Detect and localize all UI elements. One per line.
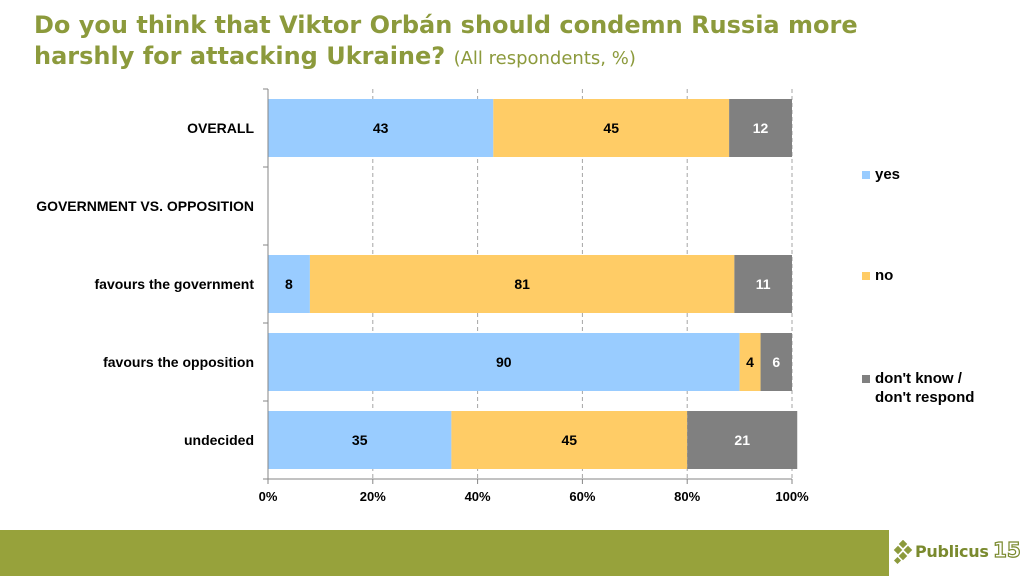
bar-segment xyxy=(493,99,730,157)
bar-segment xyxy=(268,333,740,391)
data-label: 12 xyxy=(753,120,769,136)
bar-segment xyxy=(739,333,761,391)
x-tick-label: 100% xyxy=(775,489,809,504)
legend-label-dont-know: don't know / don't respond xyxy=(875,370,975,406)
data-label: 8 xyxy=(285,276,293,292)
x-tick-label: 40% xyxy=(465,489,491,504)
publicus-logo-text: Publicus xyxy=(915,542,989,561)
category-label: favours the opposition xyxy=(103,354,254,370)
chart-subtitle: (All respondents, %) xyxy=(453,48,636,69)
publicus-logo: Publicus 15 xyxy=(893,536,1021,570)
legend-swatch-no xyxy=(862,272,870,280)
category-label: undecided xyxy=(184,432,254,448)
footer-band xyxy=(0,530,889,576)
data-label: 81 xyxy=(514,276,530,292)
publicus-diamond-icon xyxy=(893,540,913,565)
data-label: 11 xyxy=(756,276,771,292)
data-label: 6 xyxy=(772,354,780,370)
publicus-logo-number: 15 xyxy=(992,537,1021,562)
category-label: GOVERNMENT VS. OPPOSITION xyxy=(36,198,254,214)
bar-segment xyxy=(734,255,792,313)
category-label: OVERALL xyxy=(187,120,254,136)
data-label: 21 xyxy=(734,432,750,448)
x-tick-label: 20% xyxy=(360,489,386,504)
bar-segment xyxy=(268,99,494,157)
category-label: favours the government xyxy=(95,276,255,292)
bar-segment xyxy=(687,411,798,469)
bar-segment xyxy=(309,255,735,313)
legend-label-no: no xyxy=(875,267,894,284)
chart-title: Do you think that Viktor Orbán should co… xyxy=(34,10,934,74)
chart-title-main: Do you think that Viktor Orbán should co… xyxy=(34,11,858,70)
bar-segment xyxy=(451,411,688,469)
bar-segment xyxy=(760,333,792,391)
legend-swatch-yes xyxy=(862,171,870,179)
data-label: 45 xyxy=(562,432,578,448)
bar-segment xyxy=(268,255,310,313)
x-tick-label: 60% xyxy=(569,489,595,504)
x-tick-label: 80% xyxy=(674,489,700,504)
legend-label-yes: yes xyxy=(875,166,901,183)
legend-swatch-dont-know xyxy=(862,375,870,383)
data-label: 45 xyxy=(603,120,619,136)
data-label: 4 xyxy=(746,354,754,370)
data-label: 43 xyxy=(373,120,389,136)
data-label: 90 xyxy=(496,354,512,370)
bar-segment xyxy=(729,99,792,157)
data-label: 35 xyxy=(352,432,368,448)
x-tick-label: 0% xyxy=(259,489,278,504)
bar-segment xyxy=(268,411,452,469)
